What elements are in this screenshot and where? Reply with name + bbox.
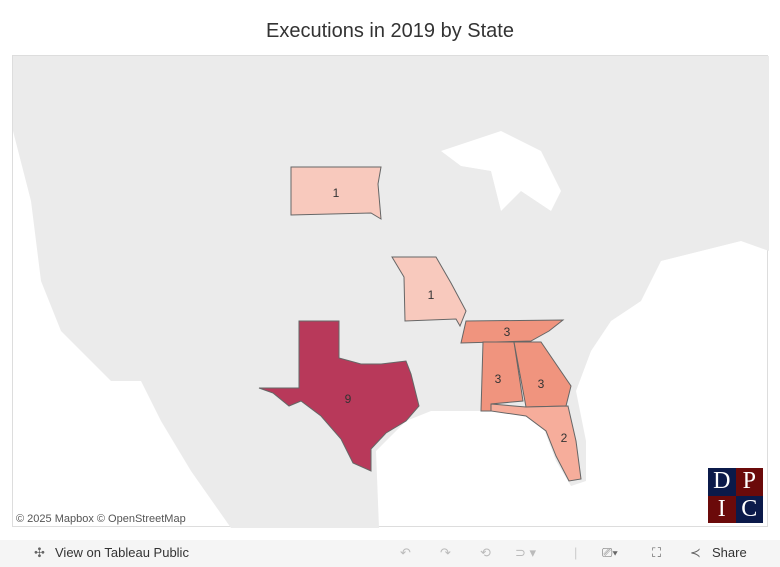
state-south-dakota[interactable] bbox=[290, 166, 382, 220]
great-lakes bbox=[441, 131, 561, 211]
state-value-label: 2 bbox=[561, 431, 568, 445]
state-texas[interactable] bbox=[258, 320, 420, 472]
refresh-icon[interactable]: ⊃ ▾ bbox=[515, 545, 537, 560]
state-value-label: 9 bbox=[345, 392, 352, 406]
download-icon[interactable]: ⎚▾ bbox=[602, 545, 618, 560]
share-icon[interactable]: ≺ bbox=[690, 545, 701, 560]
redo-icon[interactable]: ↷ bbox=[440, 545, 451, 560]
fullscreen-icon[interactable]: ⛶ bbox=[652, 545, 662, 560]
revert-icon[interactable]: ⟲ bbox=[480, 545, 491, 560]
page-title: Executions in 2019 by State bbox=[266, 20, 514, 42]
state-value-label: 1 bbox=[333, 186, 340, 200]
land-mass bbox=[13, 56, 769, 528]
state-missouri[interactable] bbox=[391, 256, 467, 328]
state-value-label: 3 bbox=[495, 372, 502, 386]
tableau-icon: ✣ bbox=[34, 545, 45, 560]
state-georgia[interactable] bbox=[513, 341, 572, 408]
state-value-label: 3 bbox=[504, 325, 511, 339]
state-value-label: 1 bbox=[428, 288, 435, 302]
state-florida[interactable] bbox=[490, 403, 582, 482]
divider: | bbox=[574, 545, 578, 560]
choropleth-map[interactable]: 1 1 3 3 3 2 9 bbox=[12, 55, 769, 528]
state-value-label: 3 bbox=[538, 377, 545, 391]
map-svg: 1 1 3 3 3 2 9 bbox=[13, 56, 769, 528]
undo-icon[interactable]: ↶ bbox=[400, 545, 411, 560]
share-button[interactable]: Share bbox=[712, 545, 747, 560]
state-tennessee[interactable] bbox=[460, 319, 565, 344]
view-on-tableau-link[interactable]: View on Tableau Public bbox=[55, 545, 189, 560]
map-attribution[interactable]: © 2025 Mapbox © OpenStreetMap bbox=[16, 513, 186, 525]
tableau-toolbar: ✣ View on Tableau Public ↶ ↷ ⟲ ⊃ ▾ | ⎚▾ … bbox=[0, 540, 780, 567]
